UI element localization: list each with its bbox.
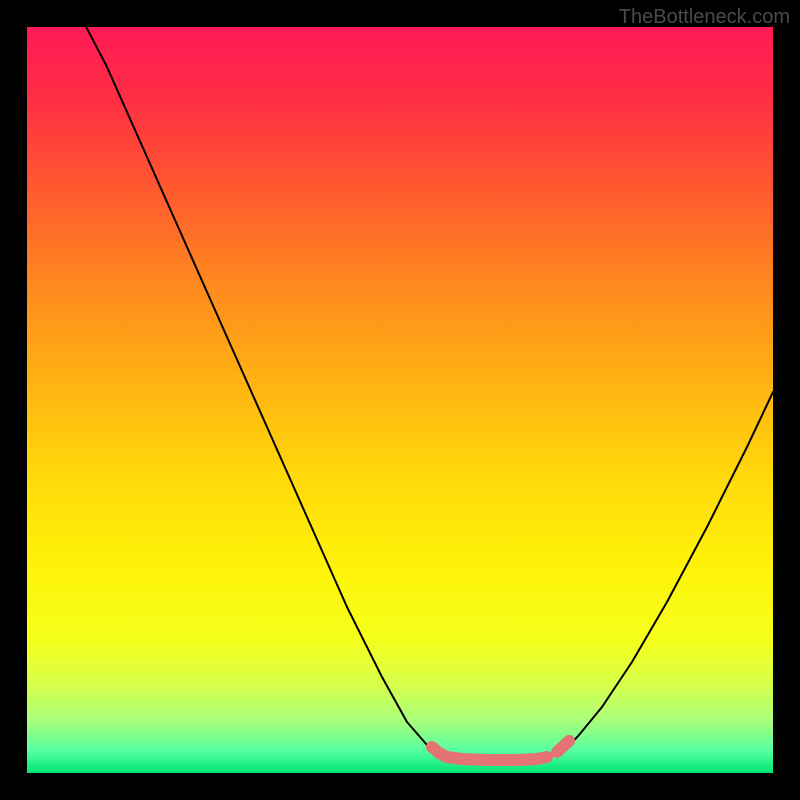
curve-layer bbox=[27, 27, 773, 773]
bottleneck-curve bbox=[81, 27, 773, 760]
highlight-segments bbox=[432, 741, 569, 760]
highlight-segment bbox=[557, 741, 569, 752]
plot-area bbox=[27, 27, 773, 773]
watermark-text: TheBottleneck.com bbox=[619, 6, 790, 29]
highlight-segment bbox=[432, 747, 547, 760]
